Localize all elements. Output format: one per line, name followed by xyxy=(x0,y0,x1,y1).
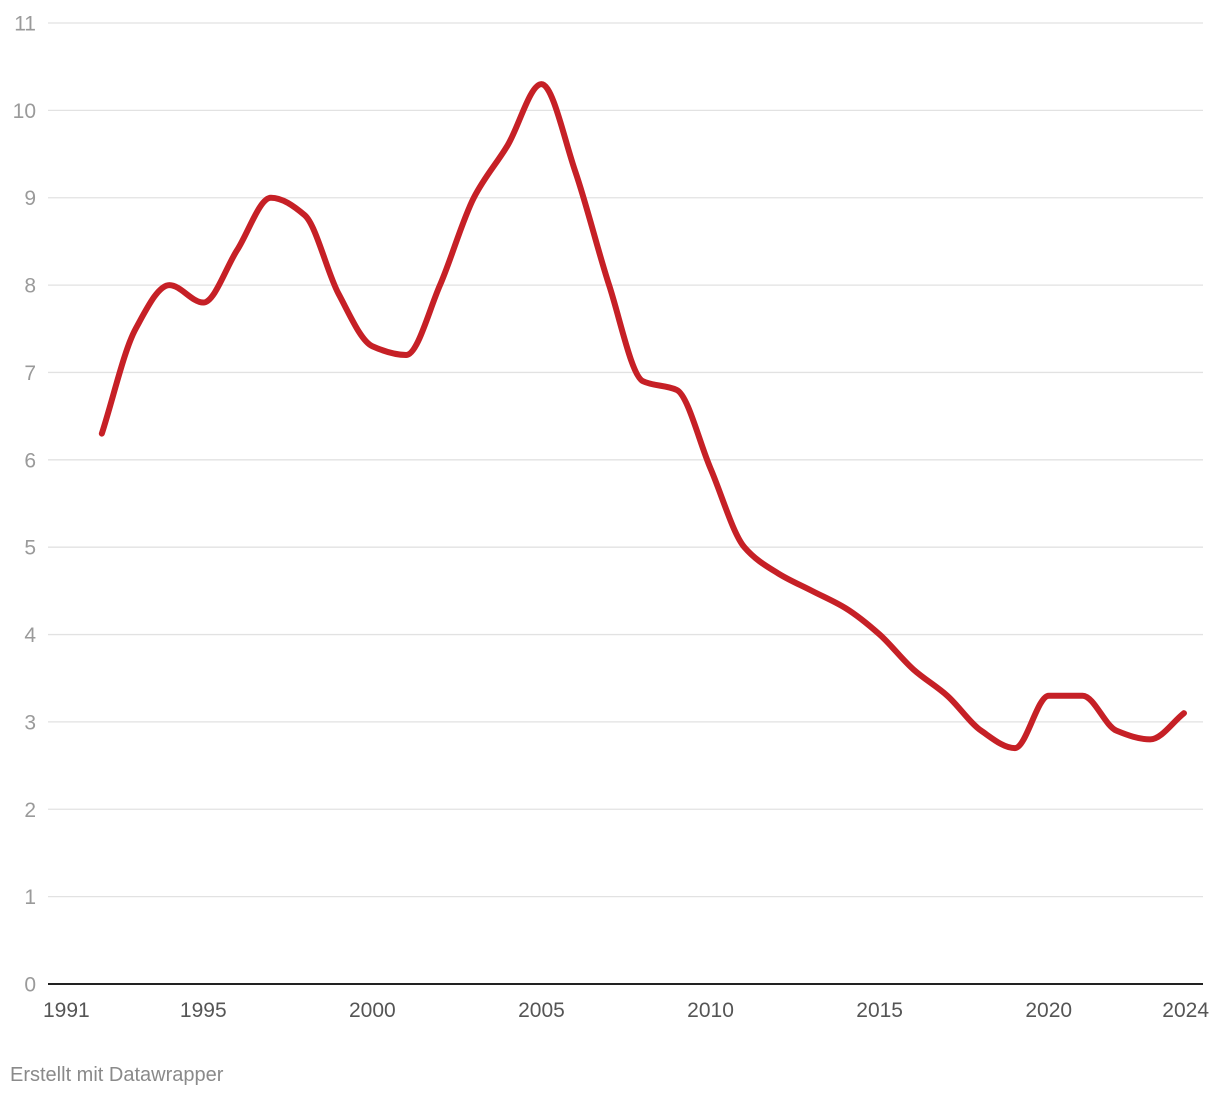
data-point-2017 xyxy=(944,693,950,699)
series-line-0 xyxy=(98,81,1187,752)
data-point-2019 xyxy=(1012,745,1018,751)
data-point-2011 xyxy=(741,544,747,550)
data-point-2006 xyxy=(572,169,578,175)
data-point-2000 xyxy=(369,343,375,349)
y-tick-label-9: 9 xyxy=(24,187,36,210)
data-point-2021 xyxy=(1080,693,1086,699)
footer-credit: Erstellt mit Datawrapper xyxy=(10,1064,224,1086)
data-point-2015 xyxy=(877,632,883,638)
data-point-2004 xyxy=(505,142,511,148)
y-tick-label-6: 6 xyxy=(24,449,36,472)
data-point-2008 xyxy=(640,378,646,384)
data-point-1995 xyxy=(200,300,206,306)
data-point-1993 xyxy=(133,326,139,332)
data-point-1994 xyxy=(166,282,172,288)
data-point-2022 xyxy=(1113,728,1119,734)
y-tick-label-2: 2 xyxy=(24,799,36,822)
data-point-2001 xyxy=(403,352,409,358)
x-axis-ticks: 1991 1995 2000 2005 2010 2015 2020 2024 xyxy=(43,999,1209,1022)
data-point-2012 xyxy=(775,570,781,576)
data-point-2016 xyxy=(910,666,916,672)
data-point-2007 xyxy=(606,282,612,288)
data-point-2010 xyxy=(708,466,714,472)
y-tick-label-0: 0 xyxy=(24,974,36,997)
data-point-2023 xyxy=(1147,736,1153,742)
y-tick-label-5: 5 xyxy=(24,537,36,560)
y-tick-label-11: 11 xyxy=(14,13,36,36)
y-tick-label-10: 10 xyxy=(13,100,36,123)
data-point-2013 xyxy=(809,588,815,594)
y-tick-label-4: 4 xyxy=(24,624,36,647)
data-point-1998 xyxy=(302,212,308,218)
x-tick-label-2010: 2010 xyxy=(687,999,734,1022)
data-point-1997 xyxy=(268,195,274,201)
data-point-1999 xyxy=(336,291,342,297)
data-point-1992 xyxy=(99,431,105,437)
data-point-2003 xyxy=(471,195,477,201)
data-point-1996 xyxy=(234,247,240,253)
y-axis-ticks: 0 1 2 3 4 5 6 7 8 9 10 11 xyxy=(13,13,37,997)
data-point-2009 xyxy=(674,387,680,393)
y-tick-label-8: 8 xyxy=(24,275,36,298)
x-tick-label-1995: 1995 xyxy=(180,999,227,1022)
data-point-2018 xyxy=(978,728,984,734)
data-point-2020 xyxy=(1046,693,1052,699)
x-tick-label-1991: 1991 xyxy=(43,999,90,1022)
data-point-2002 xyxy=(437,282,443,288)
data-point-2005 xyxy=(538,81,544,87)
y-tick-label-3: 3 xyxy=(24,711,36,734)
y-tick-label-7: 7 xyxy=(24,362,36,385)
x-tick-label-2005: 2005 xyxy=(518,999,565,1022)
x-tick-label-2020: 2020 xyxy=(1025,999,1072,1022)
gridlines xyxy=(48,22,1203,898)
x-tick-label-2015: 2015 xyxy=(856,999,903,1022)
y-tick-label-1: 1 xyxy=(24,886,36,909)
data-point-2024 xyxy=(1181,710,1187,716)
series-group xyxy=(98,81,1187,752)
data-point-2014 xyxy=(843,605,849,611)
x-tick-label-2024: 2024 xyxy=(1162,999,1209,1022)
x-tick-label-2000: 2000 xyxy=(349,999,396,1022)
